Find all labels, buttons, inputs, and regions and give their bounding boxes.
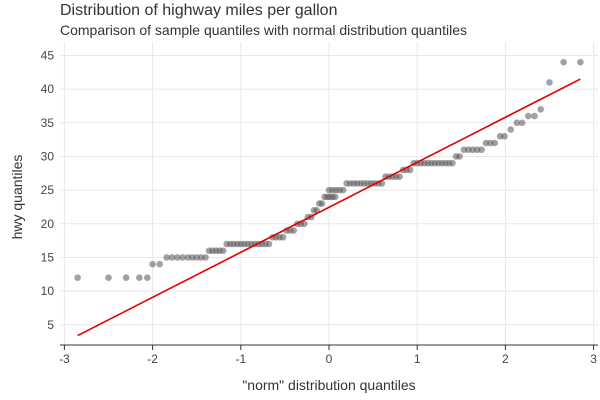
y-tick-label: 15 [41,250,55,264]
y-tick-label: 40 [41,82,55,96]
chart-title: Distribution of highway miles per gallon [60,2,338,19]
data-point [339,186,347,194]
x-tick-label: -2 [147,352,158,366]
data-point [179,254,186,261]
data-point [318,200,326,207]
data-point [301,220,308,228]
x-tick-label: 1 [414,352,421,366]
data-point [396,173,403,180]
data-point [290,227,298,234]
data-point [478,146,485,154]
data-point [74,274,81,281]
data-point [537,106,544,113]
y-tick-label: 30 [41,149,55,163]
data-point [136,274,143,281]
data-point [513,119,521,127]
data-point [331,193,339,201]
data-point [406,166,414,174]
data-point [219,247,227,255]
data-point [501,132,508,140]
data-point [144,274,151,281]
points-layer [74,58,584,281]
data-point [105,274,112,281]
data-point [531,112,538,120]
data-point [122,274,130,281]
data-point [560,58,567,66]
data-point [456,153,463,160]
data-point [163,254,171,261]
data-point [491,139,499,147]
data-point [507,126,514,133]
data-point [156,260,163,268]
data-point [202,254,209,261]
y-tick-label: 25 [41,183,55,197]
data-point [577,58,584,66]
y-tick-label: 20 [41,217,55,231]
x-tick-label: 2 [502,352,509,366]
reference-line [77,78,581,337]
data-point [149,260,156,268]
y-tick-label: 10 [41,284,55,298]
data-point [265,240,273,248]
y-tick-label: 45 [41,48,55,62]
data-point [168,254,176,261]
reference-line-layer [77,78,581,337]
x-tick-label: -1 [235,352,246,366]
data-point [525,112,532,120]
x-tick-label: -3 [59,352,70,366]
data-point [518,119,526,127]
data-point [546,79,553,86]
x-tick-label: 3 [590,352,597,366]
x-tick-label: 0 [326,352,333,366]
y-tick-label: 5 [47,318,54,332]
data-point [174,254,181,261]
data-point [449,159,456,167]
x-axis-label: "norm" distribution quantiles [242,377,415,393]
y-axis-label: hwy quantiles [9,155,25,240]
y-tick-label: 35 [41,116,55,130]
chart-subtitle: Comparison of sample quantiles with norm… [60,22,467,38]
data-point [279,233,287,241]
grid-layer [60,42,598,345]
